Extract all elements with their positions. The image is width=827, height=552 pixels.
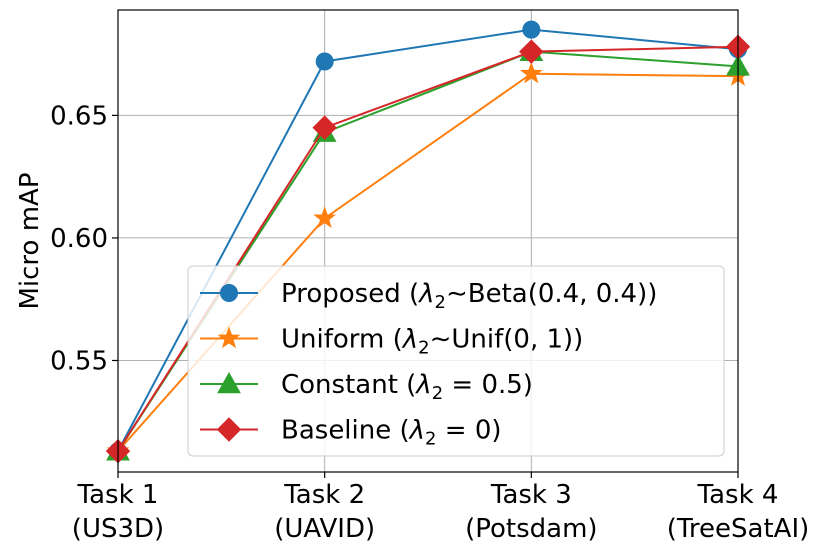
legend-label-prefix: Baseline ( <box>281 416 410 446</box>
x-tick-label: Task 2 <box>283 480 365 510</box>
y-tick-label: 0.55 <box>50 346 108 376</box>
legend: Proposed (λ2∼Beta(0.4, 0.4))Uniform (λ2∼… <box>187 265 725 457</box>
y-tick-label: 0.60 <box>50 224 108 254</box>
x-tick-sublabel: (TreeSatAI) <box>667 514 810 544</box>
x-tick-sublabel: (US3D) <box>72 514 164 544</box>
plot-frame <box>117 9 739 473</box>
legend-item-uniform: Uniform (λ2∼Unif(0, 1)) <box>200 325 583 359</box>
legend-item-proposed: Proposed (λ2∼Beta(0.4, 0.4)) <box>200 279 657 313</box>
legend-label: Baseline (λ2 = 0) <box>281 416 502 450</box>
legend-marker <box>216 417 242 442</box>
data-point <box>312 115 337 140</box>
legend-marker <box>220 284 238 302</box>
legend-box <box>187 265 725 457</box>
legend-label-prefix: Proposed ( <box>281 279 419 309</box>
legend-label-suffix: ∼Unif(0, 1)) <box>430 325 584 355</box>
x-axis: Task 1 (US3D) Task 2 (UAVID) Task 3 (Potsdam)… <box>72 472 809 544</box>
legend-label-suffix: = 0) <box>437 416 502 446</box>
x-tick-label: Task 1 <box>77 480 159 510</box>
legend-item-constant: Constant (λ2 = 0.5) <box>200 370 533 404</box>
data-point <box>522 20 541 39</box>
legend-lambda-subscript: 2 <box>418 338 429 359</box>
legend-label-prefix: Constant ( <box>281 370 416 400</box>
legend-item-baseline: Baseline (λ2 = 0) <box>200 416 502 450</box>
legend-lambda-subscript: 2 <box>432 383 443 404</box>
legend-label-prefix: Uniform ( <box>281 325 403 355</box>
legend-lambda-subscript: 2 <box>425 429 436 450</box>
x-tick-sublabel: (UAVID) <box>274 514 375 544</box>
legend-marker <box>217 326 241 349</box>
x-tick-sublabel: (Potsdam) <box>465 514 597 544</box>
legend-label: Constant (λ2 = 0.5) <box>281 370 533 404</box>
legend-lambda-subscript: 2 <box>435 292 446 313</box>
legend-label-suffix: ∼Beta(0.4, 0.4)) <box>446 279 657 309</box>
legend-label-suffix: = 0.5) <box>443 370 533 400</box>
legend-marker <box>217 371 241 394</box>
y-axis: 0.55 0.60 0.65 <box>50 101 118 376</box>
legend-label: Uniform (λ2∼Unif(0, 1)) <box>281 325 583 359</box>
legend-lambda: λ <box>417 279 434 309</box>
y-axis-label: Micro mAP <box>15 172 45 309</box>
legend-lambda: λ <box>408 416 425 446</box>
legend-lambda: λ <box>414 370 431 400</box>
data-point <box>519 61 543 84</box>
series-line <box>117 28 739 452</box>
data-point <box>313 206 337 229</box>
data-point <box>315 52 334 71</box>
legend-lambda: λ <box>401 325 418 355</box>
x-tick-label: Task 3 <box>490 480 572 510</box>
legend-label: Proposed (λ2∼Beta(0.4, 0.4)) <box>281 279 657 313</box>
y-tick-label: 0.65 <box>50 101 108 131</box>
x-tick-label: Task 4 <box>697 480 779 510</box>
data-point <box>519 39 544 64</box>
